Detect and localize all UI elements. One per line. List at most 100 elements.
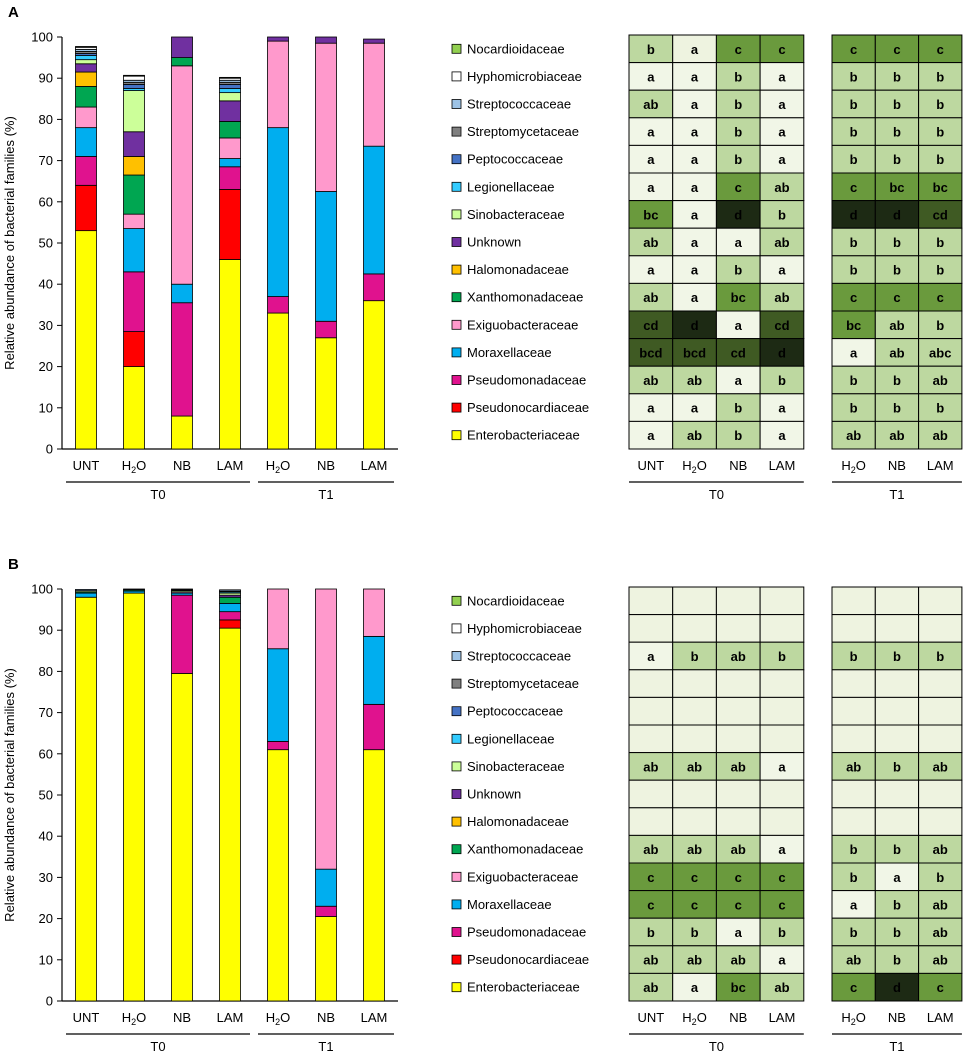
heatmap-cell <box>874 117 920 146</box>
heatmap-cell-label: a <box>691 42 699 57</box>
heatmap-cell-label: c <box>735 180 742 195</box>
heatmap-cell <box>715 117 761 146</box>
heatmap-cell-label: ab <box>846 428 861 443</box>
y-tick-label: 100 <box>31 582 53 597</box>
bar-segment <box>315 916 337 1002</box>
heatmap-cell-label: d <box>734 207 742 222</box>
bar-segment <box>315 191 337 322</box>
heatmap-cell-label: b <box>893 842 901 857</box>
legend-label: Hyphomicrobiaceae <box>467 69 582 84</box>
heatmap-cell-label: a <box>691 235 699 250</box>
heatmap-cell-label: b <box>850 152 858 167</box>
heatmap-cell-label: b <box>850 263 858 278</box>
heatmap-cell <box>759 227 805 257</box>
heatmap-cell-label: b <box>647 42 655 57</box>
legend-label: Sinobacteraceae <box>467 759 565 774</box>
heatmap-cell <box>628 972 674 1002</box>
heatmap-cell-label: bc <box>889 180 904 195</box>
bar-segment <box>219 627 241 1002</box>
heatmap-cell-label: ab <box>687 842 702 857</box>
y-tick-label: 10 <box>39 400 53 415</box>
heatmap-cell-label: ab <box>643 953 658 968</box>
heatmap-cell <box>759 696 805 726</box>
heatmap-cell-label: b <box>778 925 786 940</box>
legend-label: Legionellaceae <box>467 731 554 746</box>
heatmap-cell <box>918 834 963 864</box>
heatmap-cell-label: c <box>937 980 944 995</box>
x-tick-label: UNT <box>73 458 100 473</box>
heatmap-cell <box>672 255 717 284</box>
heatmap-cell-label: b <box>936 401 944 416</box>
bar-segment <box>219 619 241 629</box>
heatmap-cell-label: c <box>691 897 698 912</box>
y-tick-label: 70 <box>39 705 53 720</box>
bar-segment <box>219 137 241 159</box>
heatmap-cell-label: c <box>735 42 742 57</box>
y-tick-label: 60 <box>39 194 53 209</box>
legend-swatch <box>451 982 462 993</box>
heatmap-cell <box>715 724 761 754</box>
bar-segment <box>363 273 385 302</box>
heatmap-cell <box>715 586 761 616</box>
heatmap-cell <box>759 200 805 229</box>
heatmap-cell <box>715 834 761 864</box>
legend-label: Moraxellaceae <box>467 345 552 360</box>
legend-swatch <box>451 264 462 275</box>
heatmap-cell-label: ab <box>774 180 789 195</box>
bar-segment <box>75 71 97 87</box>
heatmap-cell-label: a <box>893 870 901 885</box>
bar-segment <box>363 588 385 637</box>
heatmap-cell <box>831 696 876 726</box>
heatmap-cell <box>918 62 963 91</box>
group-label: T0 <box>150 487 165 502</box>
bar-segment <box>219 589 241 592</box>
heatmap-cell <box>628 834 674 864</box>
y-tick-label: 20 <box>39 911 53 926</box>
legend-label: Enterobacteriaceae <box>467 980 580 995</box>
heatmap-cell-label: a <box>778 125 786 140</box>
heatmap-cell <box>628 669 674 698</box>
heatmap-cell-label: c <box>735 870 742 885</box>
bar-segment <box>171 594 193 674</box>
bar-segment <box>219 100 241 122</box>
heatmap-cell-label: b <box>893 152 901 167</box>
heatmap-cell-label: ab <box>643 290 658 305</box>
y-tick-label: 80 <box>39 112 53 127</box>
heatmap-cell-label: b <box>893 953 901 968</box>
bar-segment <box>123 213 145 229</box>
heatmap-column-label: NB <box>729 1010 747 1025</box>
heatmap-cell-label: b <box>936 125 944 140</box>
bar-segment <box>363 42 385 147</box>
bar-segment <box>123 75 145 81</box>
heatmap-cell <box>759 310 805 340</box>
y-tick-label: 30 <box>39 870 53 885</box>
heatmap-cell <box>628 641 674 671</box>
heatmap-cell <box>759 945 805 974</box>
heatmap-cell <box>715 669 761 698</box>
heatmap-cell-label: b <box>734 152 742 167</box>
heatmap-cell <box>831 972 876 1002</box>
legend-label: Moraxellaceae <box>467 897 552 912</box>
heatmap-cell-label: a <box>647 401 655 416</box>
heatmap-column-label: LAM <box>769 1010 796 1025</box>
bar-segment <box>123 331 145 367</box>
heatmap-cell-label: a <box>778 401 786 416</box>
bar-segment <box>315 337 337 450</box>
heatmap-cell <box>918 420 963 450</box>
heatmap-cell-label: c <box>691 870 698 885</box>
legend-swatch <box>451 706 462 717</box>
heatmap-cell <box>628 724 674 754</box>
heatmap-cell-label: b <box>734 401 742 416</box>
heatmap-cell-label: c <box>850 290 857 305</box>
legend-label: Xanthomonadaceae <box>467 290 583 305</box>
group-label: T1 <box>889 1039 904 1054</box>
x-tick-label: LAM <box>217 1010 244 1025</box>
heatmap-cell-label: a <box>691 97 699 112</box>
heatmap-cell <box>759 172 805 202</box>
heatmap-cell <box>672 724 717 754</box>
heatmap-cell-label: ab <box>933 428 948 443</box>
heatmap-cell <box>715 144 761 174</box>
heatmap-cell-label: b <box>850 235 858 250</box>
legend-swatch <box>451 595 462 606</box>
